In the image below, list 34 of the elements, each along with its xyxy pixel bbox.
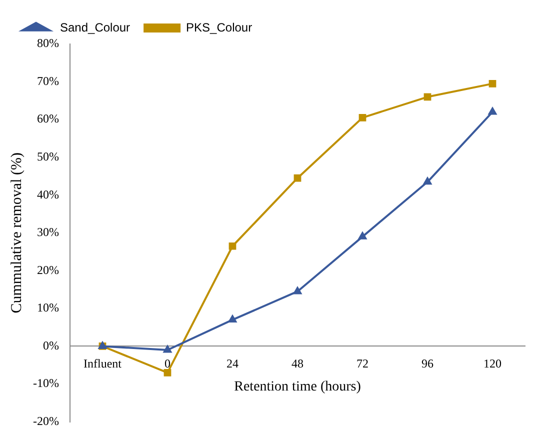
x-tick-label: 0 bbox=[164, 356, 170, 371]
x-tick-label: 48 bbox=[291, 356, 304, 371]
legend-label: Sand_Colour bbox=[60, 20, 130, 34]
point bbox=[294, 174, 302, 182]
legend-label: PKS_Colour bbox=[186, 20, 252, 34]
y-tick-label: -20% bbox=[32, 414, 59, 428]
point bbox=[163, 345, 172, 353]
x-tick-label: Influent bbox=[83, 356, 122, 371]
y-tick-label: 80% bbox=[36, 36, 59, 50]
y-tick-label: 0% bbox=[42, 338, 59, 352]
y-tick-label: 30% bbox=[36, 225, 59, 240]
x-axis-title: Retention time (hours) bbox=[234, 380, 362, 395]
y-tick-label: 50% bbox=[36, 149, 59, 164]
y-tick-label: 20% bbox=[36, 262, 59, 277]
point bbox=[228, 242, 236, 250]
y-tick-label: -10% bbox=[32, 376, 59, 390]
point bbox=[228, 314, 237, 323]
point bbox=[293, 286, 302, 294]
point bbox=[488, 80, 496, 88]
y-tick-label: 40% bbox=[36, 187, 59, 202]
point bbox=[424, 93, 432, 101]
x-tick-label: 96 bbox=[422, 356, 434, 371]
y-tick-label: 60% bbox=[36, 112, 59, 126]
point bbox=[358, 232, 367, 240]
point bbox=[488, 107, 497, 115]
x-tick-label: 72 bbox=[356, 356, 368, 371]
y-axis-title: Cummulative removal (%) bbox=[8, 152, 25, 314]
x-tick-label: 24 bbox=[226, 356, 238, 371]
point bbox=[164, 369, 172, 376]
x-tick-label: 120 bbox=[484, 356, 502, 371]
y-tick-label: 10% bbox=[36, 300, 59, 315]
y-tick-label: 70% bbox=[36, 74, 59, 88]
point bbox=[423, 176, 432, 185]
point bbox=[358, 114, 366, 122]
